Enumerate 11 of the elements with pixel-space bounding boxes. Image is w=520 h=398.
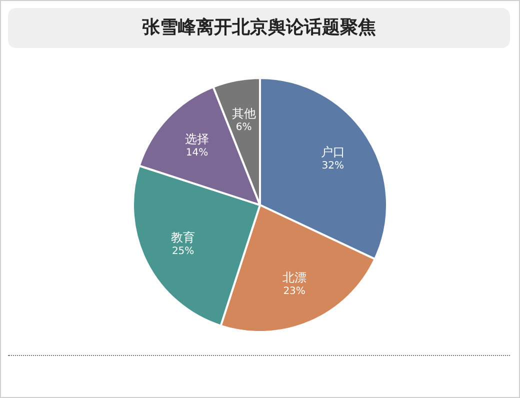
data-label: 14% — [186, 147, 208, 158]
slice-label: 教育 — [171, 230, 196, 244]
chart-title: 张雪峰离开北京舆论话题聚焦 — [8, 8, 510, 48]
slice-label: 北漂 — [282, 270, 306, 284]
data-label: 6% — [236, 122, 252, 133]
slice-label: 选择 — [185, 132, 210, 146]
data-label: 25% — [172, 246, 194, 257]
slice-label: 其他 — [232, 106, 256, 120]
data-label: 32% — [322, 160, 344, 172]
slice-label: 户口 — [320, 144, 345, 159]
data-label: 23% — [283, 286, 306, 297]
